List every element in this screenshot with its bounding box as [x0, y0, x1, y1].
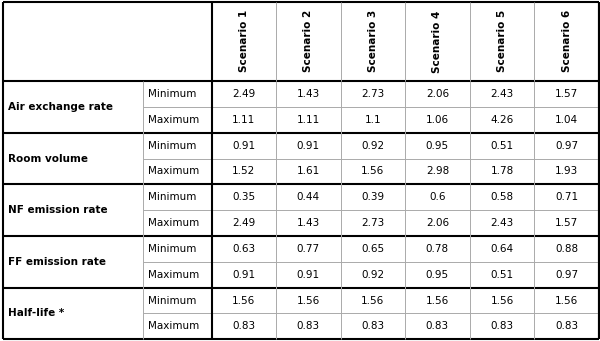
- Text: 0.95: 0.95: [426, 270, 449, 280]
- Text: NF emission rate: NF emission rate: [8, 205, 107, 215]
- Text: 0.97: 0.97: [555, 140, 578, 151]
- Text: 2.49: 2.49: [232, 89, 256, 99]
- Text: 0.83: 0.83: [426, 321, 449, 331]
- Text: 1.93: 1.93: [555, 166, 578, 176]
- Text: 2.06: 2.06: [426, 218, 449, 228]
- Text: Minimum: Minimum: [148, 296, 196, 306]
- Text: 0.83: 0.83: [232, 321, 256, 331]
- Text: 0.51: 0.51: [490, 270, 514, 280]
- Text: 1.11: 1.11: [232, 115, 256, 125]
- Text: 1.11: 1.11: [297, 115, 320, 125]
- Text: 0.6: 0.6: [429, 192, 446, 202]
- Text: 2.73: 2.73: [361, 218, 385, 228]
- Text: Scenario 4: Scenario 4: [433, 10, 442, 73]
- Text: 0.91: 0.91: [232, 270, 256, 280]
- Text: Maximum: Maximum: [148, 218, 199, 228]
- Text: 1.43: 1.43: [297, 89, 320, 99]
- Text: 0.78: 0.78: [426, 244, 449, 254]
- Text: Maximum: Maximum: [148, 115, 199, 125]
- Text: 0.91: 0.91: [297, 270, 320, 280]
- Text: 0.71: 0.71: [555, 192, 578, 202]
- Text: 1.1: 1.1: [365, 115, 381, 125]
- Text: 1.06: 1.06: [426, 115, 449, 125]
- Text: 2.73: 2.73: [361, 89, 385, 99]
- Text: 0.97: 0.97: [555, 270, 578, 280]
- Text: Scenario 5: Scenario 5: [497, 10, 507, 73]
- Text: 0.83: 0.83: [297, 321, 320, 331]
- Text: 1.56: 1.56: [555, 296, 578, 306]
- Text: 0.91: 0.91: [297, 140, 320, 151]
- Text: Scenario 2: Scenario 2: [304, 10, 313, 73]
- Text: 0.51: 0.51: [490, 140, 514, 151]
- Text: 1.56: 1.56: [232, 296, 256, 306]
- Text: 1.61: 1.61: [297, 166, 320, 176]
- Text: Minimum: Minimum: [148, 192, 196, 202]
- Text: Scenario 1: Scenario 1: [239, 10, 249, 73]
- Text: 0.92: 0.92: [361, 270, 385, 280]
- Text: 2.98: 2.98: [426, 166, 449, 176]
- Text: 1.78: 1.78: [490, 166, 514, 176]
- Text: Maximum: Maximum: [148, 321, 199, 331]
- Text: 0.44: 0.44: [297, 192, 320, 202]
- Text: 0.95: 0.95: [426, 140, 449, 151]
- Text: Minimum: Minimum: [148, 140, 196, 151]
- Text: Minimum: Minimum: [148, 89, 196, 99]
- Text: 0.65: 0.65: [361, 244, 385, 254]
- Text: 1.56: 1.56: [361, 296, 385, 306]
- Text: 0.92: 0.92: [361, 140, 385, 151]
- Text: Half-life *: Half-life *: [8, 309, 64, 318]
- Text: 1.56: 1.56: [426, 296, 449, 306]
- Text: 4.26: 4.26: [490, 115, 514, 125]
- Text: Scenario 6: Scenario 6: [562, 10, 572, 73]
- Text: 0.64: 0.64: [490, 244, 514, 254]
- Text: 0.39: 0.39: [361, 192, 385, 202]
- Text: Maximum: Maximum: [148, 166, 199, 176]
- Text: 2.43: 2.43: [490, 218, 514, 228]
- Text: 1.57: 1.57: [555, 89, 578, 99]
- Text: 0.35: 0.35: [232, 192, 256, 202]
- Text: 2.49: 2.49: [232, 218, 256, 228]
- Text: 0.83: 0.83: [555, 321, 578, 331]
- Text: 0.58: 0.58: [490, 192, 514, 202]
- Text: 1.52: 1.52: [232, 166, 256, 176]
- Text: Minimum: Minimum: [148, 244, 196, 254]
- Text: 0.88: 0.88: [555, 244, 578, 254]
- Text: 1.56: 1.56: [490, 296, 514, 306]
- Text: Room volume: Room volume: [8, 153, 88, 164]
- Text: 0.91: 0.91: [232, 140, 256, 151]
- Text: 2.06: 2.06: [426, 89, 449, 99]
- Text: 0.83: 0.83: [490, 321, 514, 331]
- Text: 0.83: 0.83: [361, 321, 385, 331]
- Text: 0.77: 0.77: [297, 244, 320, 254]
- Text: Maximum: Maximum: [148, 270, 199, 280]
- Text: Air exchange rate: Air exchange rate: [8, 102, 113, 112]
- Text: FF emission rate: FF emission rate: [8, 257, 106, 267]
- Text: 1.56: 1.56: [297, 296, 320, 306]
- Text: 1.57: 1.57: [555, 218, 578, 228]
- Text: 1.43: 1.43: [297, 218, 320, 228]
- Text: 0.63: 0.63: [232, 244, 256, 254]
- Text: 1.04: 1.04: [555, 115, 578, 125]
- Text: 1.56: 1.56: [361, 166, 385, 176]
- Text: 2.43: 2.43: [490, 89, 514, 99]
- Text: Scenario 3: Scenario 3: [368, 10, 378, 73]
